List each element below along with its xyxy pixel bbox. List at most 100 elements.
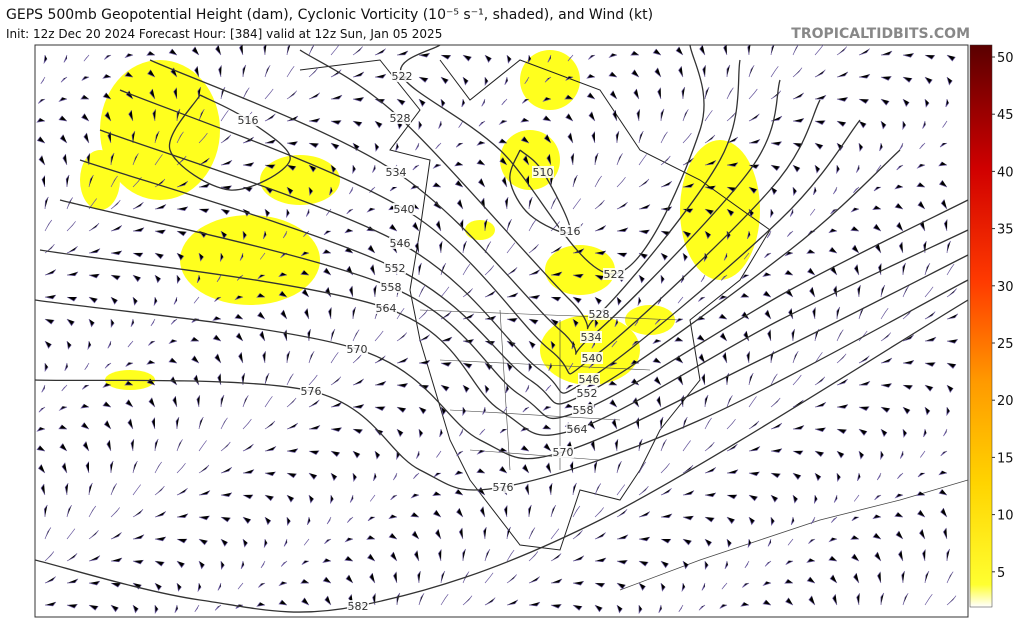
- wind-barb: [747, 45, 751, 56]
- wind-barb: [898, 241, 904, 254]
- wind-barb: [352, 450, 361, 459]
- wind-barb: [88, 505, 97, 518]
- wind-barb: [660, 108, 665, 122]
- wind-barb: [220, 441, 231, 452]
- wind-barb: [770, 373, 778, 386]
- wind-barb: [264, 138, 277, 144]
- contour-label: 534: [386, 166, 407, 179]
- wind-barb: [565, 76, 574, 81]
- wind-barb: [901, 570, 905, 584]
- wind-barb: [242, 87, 250, 100]
- wind-barb: [880, 76, 892, 81]
- wind-barb: [924, 362, 936, 367]
- wind-barb: [347, 516, 354, 523]
- wind-barb: [286, 141, 298, 146]
- colorbar-tick-label: 50: [997, 51, 1014, 66]
- wind-barb: [746, 230, 751, 240]
- wind-barb: [278, 272, 288, 278]
- wind-barb: [814, 472, 822, 482]
- wind-barb: [698, 296, 706, 302]
- wind-barb: [66, 318, 75, 327]
- source: TROPICALTIDBITS.COM: [791, 26, 970, 42]
- wind-barb: [506, 242, 516, 254]
- wind-barb: [586, 73, 596, 79]
- wind-barb: [132, 153, 139, 166]
- wind-barb: [946, 240, 951, 254]
- wind-barb: [632, 340, 640, 346]
- wind-barb: [176, 538, 188, 544]
- wind-barb: [479, 428, 486, 436]
- wind-barb: [704, 208, 714, 216]
- wind-barb: [658, 604, 663, 613]
- wind-barb: [872, 205, 882, 211]
- wind-barb: [440, 593, 449, 606]
- wind-barb: [176, 439, 183, 452]
- wind-barb: [946, 595, 957, 606]
- wind-barb: [588, 362, 596, 369]
- wind-barb: [110, 318, 115, 329]
- wind-barb: [176, 108, 181, 122]
- wind-barb: [726, 516, 735, 525]
- wind-barb: [286, 472, 297, 479]
- wind-barb: [432, 182, 442, 188]
- wind-barb: [173, 87, 178, 100]
- wind-barb: [462, 76, 469, 86]
- wind-barb: [127, 418, 134, 430]
- wind-barb: [700, 274, 706, 283]
- wind-barb: [528, 576, 540, 584]
- wind-barb: [330, 164, 337, 174]
- contour-label: 522: [604, 268, 625, 281]
- wind-barb: [66, 271, 79, 277]
- wind-barb: [80, 94, 89, 100]
- wind-barb: [85, 461, 90, 474]
- wind-barb: [440, 570, 446, 584]
- contour-line: [35, 299, 968, 613]
- wind-barb: [528, 269, 541, 276]
- wind-barb: [83, 54, 90, 62]
- wind-barb: [742, 582, 750, 588]
- wind-barb: [766, 230, 772, 239]
- wind-barb: [942, 527, 948, 540]
- wind-barb: [176, 206, 189, 211]
- wind-barb: [572, 296, 582, 304]
- wind-barb: [726, 443, 738, 452]
- wind-barb: [806, 249, 816, 254]
- wind-barb: [764, 309, 772, 320]
- wind-barb: [704, 516, 715, 523]
- wind-barb: [131, 130, 136, 144]
- wind-barb: [638, 511, 651, 518]
- wind-barb: [704, 230, 712, 240]
- wind-barb: [87, 340, 92, 351]
- wind-barb: [652, 357, 662, 364]
- wind-barb: [544, 76, 552, 83]
- wind-barb: [286, 186, 294, 196]
- wind-barb: [66, 245, 78, 254]
- wind-barb: [110, 250, 123, 256]
- wind-barb: [307, 328, 311, 342]
- wind-barb: [301, 288, 310, 298]
- wind-barb: [726, 111, 737, 122]
- wind-barb: [814, 450, 825, 458]
- colorbar-tick-label: 35: [997, 223, 1014, 238]
- wind-barb: [726, 395, 733, 408]
- wind-barb: [545, 384, 552, 392]
- wind-barb: [938, 180, 948, 188]
- wind-barb: [814, 427, 826, 433]
- wind-barb: [44, 576, 56, 584]
- wind-barb: [374, 142, 380, 152]
- wind-barb: [66, 528, 76, 540]
- wind-barb: [632, 397, 640, 408]
- wind-barb: [154, 274, 161, 284]
- wind-barb: [594, 199, 605, 210]
- wind-barb: [614, 438, 619, 452]
- wind-barb: [418, 406, 427, 415]
- wind-barb: [110, 175, 118, 188]
- wind-barb: [109, 460, 114, 474]
- wind-barb: [352, 329, 360, 342]
- wind-barb: [40, 483, 46, 496]
- wind-barb: [154, 154, 163, 166]
- wind-barb: [242, 64, 247, 78]
- wind-barb: [454, 161, 464, 167]
- wind-barb: [853, 186, 860, 193]
- wind-barb: [748, 138, 761, 144]
